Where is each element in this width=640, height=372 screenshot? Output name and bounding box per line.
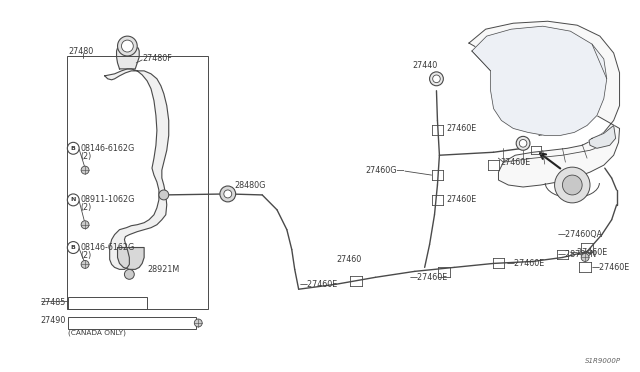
Text: 08911-1062G: 08911-1062G <box>80 195 134 204</box>
Text: —27460QA: —27460QA <box>557 230 603 239</box>
Text: 27460G—: 27460G— <box>365 166 405 174</box>
Text: (CANADA ONLY): (CANADA ONLY) <box>68 330 126 336</box>
Bar <box>67 56 208 309</box>
Text: 27460E: 27460E <box>500 158 531 167</box>
Text: 08146-6162G: 08146-6162G <box>80 243 134 252</box>
Text: —27460E: —27460E <box>300 280 338 289</box>
Text: 27480F: 27480F <box>142 54 172 64</box>
Circle shape <box>581 253 589 262</box>
Text: 27460: 27460 <box>336 255 362 264</box>
Circle shape <box>516 137 530 150</box>
Circle shape <box>555 167 590 203</box>
Circle shape <box>81 260 89 268</box>
Text: —27460E: —27460E <box>506 259 545 268</box>
Circle shape <box>122 40 133 52</box>
Text: 27460E: 27460E <box>446 124 477 133</box>
Text: N: N <box>70 198 76 202</box>
Text: 27441: 27441 <box>538 129 563 138</box>
Text: 08146-6162G: 08146-6162G <box>80 144 134 153</box>
Text: 28921M: 28921M <box>147 265 179 274</box>
Circle shape <box>429 72 444 86</box>
Text: (2): (2) <box>80 251 92 260</box>
Text: S1R9000P: S1R9000P <box>586 358 621 364</box>
Text: 27485: 27485 <box>41 298 66 307</box>
Text: 27460E: 27460E <box>446 195 477 204</box>
Circle shape <box>118 36 137 56</box>
Text: 27490: 27490 <box>41 317 66 326</box>
Polygon shape <box>589 125 616 148</box>
Text: —27460E: —27460E <box>410 273 448 282</box>
Circle shape <box>224 190 232 198</box>
Text: (2): (2) <box>80 203 92 212</box>
Circle shape <box>519 140 527 147</box>
Circle shape <box>159 190 169 200</box>
Text: 27480: 27480 <box>68 46 93 55</box>
Text: —27460E: —27460E <box>592 263 630 272</box>
Circle shape <box>124 269 134 279</box>
Circle shape <box>433 75 440 83</box>
Bar <box>68 317 196 329</box>
Polygon shape <box>105 69 169 269</box>
Text: (2): (2) <box>80 152 92 161</box>
Circle shape <box>81 166 89 174</box>
Text: —27460E: —27460E <box>570 248 607 257</box>
Text: B: B <box>71 146 76 151</box>
Polygon shape <box>116 47 139 69</box>
Circle shape <box>195 319 202 327</box>
Bar <box>68 297 147 309</box>
Circle shape <box>81 221 89 229</box>
Circle shape <box>220 186 236 202</box>
Polygon shape <box>472 26 607 135</box>
Text: —28786N: —28786N <box>557 250 596 259</box>
Text: B: B <box>71 245 76 250</box>
Text: 27440: 27440 <box>412 61 437 70</box>
Text: 28480G: 28480G <box>235 180 266 189</box>
Polygon shape <box>469 21 620 187</box>
Circle shape <box>563 175 582 195</box>
Polygon shape <box>118 247 144 269</box>
